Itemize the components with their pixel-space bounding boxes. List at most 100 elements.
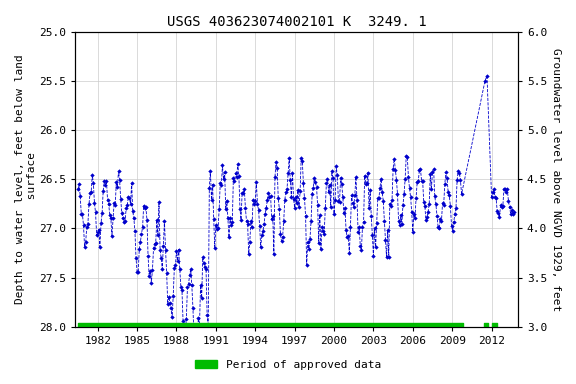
Point	[213, 226, 222, 232]
Point	[132, 268, 142, 275]
Point	[414, 178, 423, 184]
Point	[304, 246, 313, 252]
Point	[150, 241, 159, 247]
Point	[269, 251, 278, 257]
Point	[119, 219, 128, 225]
Point	[388, 197, 397, 203]
Point	[360, 172, 369, 179]
Point	[196, 282, 205, 288]
Point	[393, 190, 402, 197]
Point	[369, 253, 378, 259]
Point	[294, 204, 304, 210]
Point	[266, 192, 275, 199]
Y-axis label: Groundwater level above NGVD 1929, feet: Groundwater level above NGVD 1929, feet	[551, 48, 561, 311]
Point	[324, 189, 333, 195]
Point	[244, 251, 253, 257]
Point	[491, 195, 501, 201]
Point	[299, 180, 308, 186]
Point	[241, 205, 250, 211]
Point	[394, 218, 403, 224]
Point	[487, 194, 496, 200]
Point	[171, 262, 180, 268]
Point	[450, 210, 460, 217]
Point	[290, 205, 300, 211]
Point	[183, 285, 192, 291]
Point	[75, 193, 85, 199]
Point	[203, 312, 212, 318]
Point	[90, 200, 99, 206]
Point	[160, 218, 169, 224]
Point	[353, 197, 362, 203]
Point	[275, 206, 284, 212]
Point	[302, 262, 311, 268]
Point	[392, 177, 401, 183]
Point	[286, 177, 295, 183]
Point	[231, 170, 240, 177]
Point	[237, 189, 247, 195]
Point	[278, 234, 287, 240]
Point	[199, 260, 209, 266]
Point	[125, 195, 134, 201]
Point	[420, 203, 430, 209]
Point	[407, 209, 416, 215]
Point	[300, 195, 309, 201]
Point	[81, 239, 90, 245]
Point	[437, 218, 446, 224]
Point	[204, 185, 214, 192]
Point	[289, 196, 298, 202]
Point	[322, 180, 331, 186]
Point	[172, 248, 181, 254]
Point	[346, 224, 355, 230]
Point	[143, 253, 153, 259]
Point	[141, 204, 150, 210]
Point	[332, 164, 341, 170]
Point	[293, 187, 302, 194]
Point	[427, 186, 436, 192]
Point	[399, 191, 408, 197]
Point	[219, 176, 228, 182]
Point	[501, 186, 510, 192]
Point	[247, 218, 256, 225]
Point	[510, 209, 519, 215]
Point	[434, 224, 443, 230]
Point	[367, 212, 376, 218]
Point	[115, 177, 124, 183]
Point	[326, 204, 335, 210]
Point	[128, 208, 137, 214]
Point	[400, 175, 410, 182]
Point	[308, 190, 317, 197]
Point	[327, 168, 336, 174]
Legend: Period of approved data: Period of approved data	[191, 356, 385, 375]
Point	[136, 239, 145, 245]
Point	[202, 266, 211, 272]
Point	[417, 177, 426, 184]
Point	[505, 204, 514, 210]
Point	[359, 219, 368, 225]
Point	[148, 267, 157, 273]
Point	[343, 234, 352, 240]
Point	[248, 197, 257, 203]
Point	[363, 169, 373, 175]
Point	[114, 168, 123, 174]
Point	[447, 223, 456, 229]
Point	[175, 266, 184, 272]
Point	[173, 258, 182, 264]
Point	[274, 195, 283, 201]
Point	[354, 229, 363, 235]
Point	[325, 182, 334, 188]
Point	[252, 179, 261, 185]
Point	[214, 206, 223, 212]
Point	[421, 217, 430, 223]
Point	[295, 188, 305, 194]
Point	[315, 212, 324, 218]
Point	[492, 209, 502, 215]
Point	[328, 175, 338, 181]
Point	[456, 177, 465, 184]
Point	[380, 218, 389, 224]
Point	[429, 166, 438, 172]
Point	[337, 180, 346, 187]
Point	[118, 215, 127, 221]
Point	[292, 200, 301, 207]
Point	[348, 200, 357, 206]
Point	[309, 185, 318, 191]
